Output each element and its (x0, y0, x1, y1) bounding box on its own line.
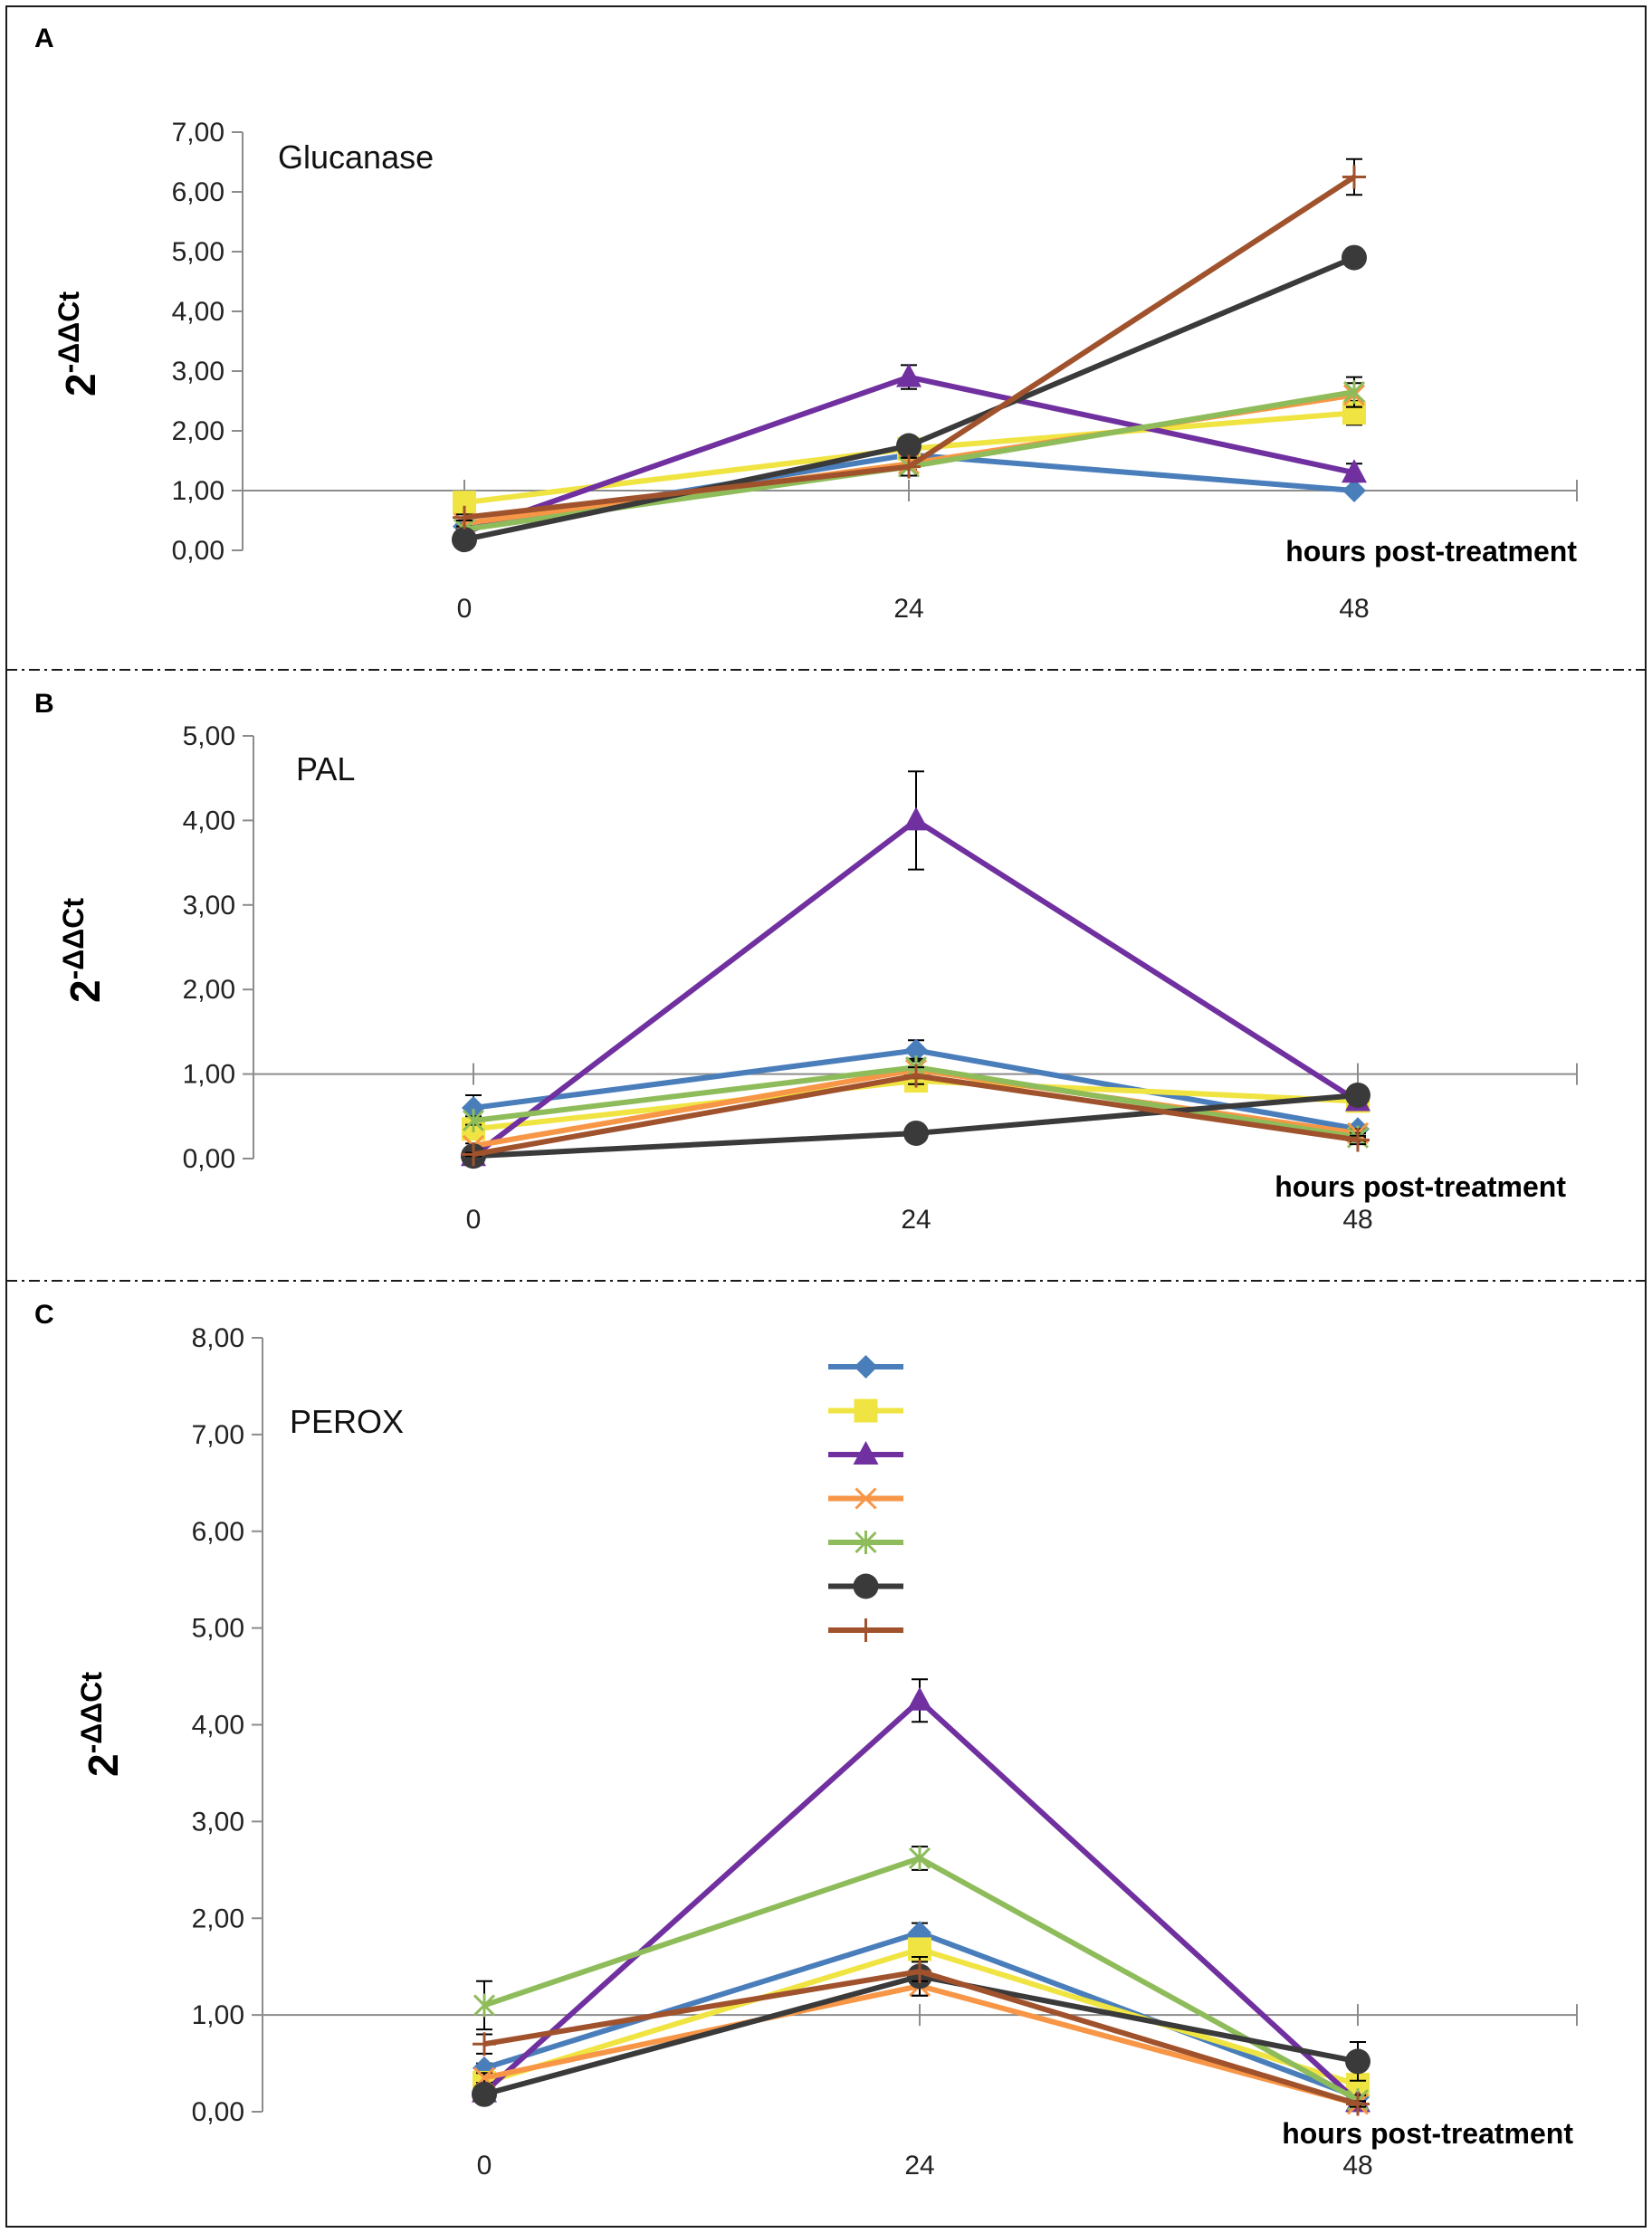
x-tick-label: 48 (1342, 2151, 1372, 2181)
y-tick-label: 7,00 (192, 1420, 244, 1450)
y-tick-label: 0,00 (172, 536, 224, 566)
y-tick-label: 4,00 (172, 297, 224, 327)
y-tick-label: 5,00 (192, 1614, 244, 1644)
data-point (1345, 1082, 1370, 1108)
data-point (1342, 479, 1366, 502)
series-7 (462, 1064, 1370, 1167)
x-axis-label: hours post-treatment (1275, 1170, 1566, 1203)
y-axis-label-superscript: -ΔΔCt (57, 898, 90, 980)
y-tick-label: 3,00 (183, 891, 235, 921)
y-tick-label: 2,00 (192, 1904, 244, 1933)
data-point (1346, 1128, 1370, 1152)
legend-marker (854, 1398, 878, 1423)
x-tick-label: 48 (1339, 594, 1369, 624)
y-tick-label: 3,00 (192, 1807, 244, 1837)
x-axis-label: hours post-treatment (1282, 2117, 1573, 2150)
y-axis-label-superscript: -ΔΔCt (75, 1672, 108, 1754)
legend (828, 1355, 903, 1642)
panel-letter: B (34, 689, 54, 719)
data-point (452, 527, 477, 553)
y-tick-label: 5,00 (183, 721, 235, 751)
y-axis-label: 2-ΔΔCt (53, 291, 104, 396)
y-tick-label: 3,00 (172, 357, 224, 386)
figure-border (5, 5, 1647, 2228)
panel-letter: A (34, 24, 54, 53)
y-tick-label: 6,00 (172, 177, 224, 207)
legend-marker (855, 1487, 877, 1510)
x-tick-label: 48 (1342, 1205, 1372, 1235)
data-point (462, 1142, 485, 1167)
y-axis-label-superscript: -ΔΔCt (53, 291, 85, 374)
y-axis-label: 2-ΔΔCt (75, 1672, 127, 1777)
data-point (453, 505, 476, 530)
x-axis-label: hours post-treatment (1285, 535, 1577, 568)
data-point (472, 2081, 497, 2107)
legend-marker (853, 1573, 879, 1599)
data-point (462, 1108, 485, 1132)
y-tick-label: 8,00 (192, 1323, 244, 1353)
chart-panel-a: A Glucanase 2-ΔΔCt 0,00 1,00 2,00 3,00 4,00 5,00… (34, 24, 1578, 624)
panels: AGlucanase2-ΔΔCt0,001,002,003,004,005,00… (34, 24, 1578, 2181)
chart-title: PAL (296, 750, 355, 787)
data-point (896, 363, 921, 387)
y-tick-label: 6,00 (192, 1517, 244, 1547)
data-point (907, 1686, 932, 1711)
chart-panel-c: C PEROX 2-ΔΔCt 0,00 1,00 2,00 3,00 4,00 5,00 6,00… (34, 1300, 1578, 2181)
y-axis-label-base: 2 (57, 373, 104, 396)
chart-panel-b: B PAL 2-ΔΔCt 0,00 1,00 2,00 3,00 4,00 5,00 0 24 48h… (34, 689, 1578, 1235)
data-point (1342, 165, 1366, 189)
series-6 (452, 244, 1367, 553)
y-tick-label: 0,00 (192, 2097, 244, 2127)
y-tick-label: 5,00 (172, 237, 224, 267)
y-tick-label: 1,00 (172, 476, 224, 506)
data-point (1342, 459, 1367, 483)
data-point (1345, 2048, 1370, 2075)
chart-title: PEROX (290, 1403, 404, 1440)
legend-marker (853, 1441, 879, 1465)
y-axis-label-base: 2 (62, 979, 109, 1003)
legend-marker (855, 1531, 877, 1554)
y-axis-label: 2-ΔΔCt (57, 898, 109, 1003)
y-axis-label-base: 2 (80, 1753, 127, 1777)
series-7 (453, 157, 1366, 530)
y-tick-label: 2,00 (172, 416, 224, 446)
legend-marker (854, 1618, 878, 1642)
data-point (908, 1960, 931, 1984)
x-tick-label: 24 (893, 594, 923, 624)
chart-title: Glucanase (278, 138, 434, 176)
data-point (1342, 244, 1367, 271)
x-tick-label: 0 (466, 1205, 482, 1235)
panel-letter: C (34, 1300, 54, 1330)
x-tick-label: 24 (901, 1205, 931, 1235)
x-tick-label: 24 (904, 2151, 934, 2181)
x-tick-label: 0 (477, 2151, 492, 2181)
data-point (904, 1038, 928, 1063)
y-tick-label: 2,00 (183, 975, 235, 1005)
y-tick-label: 0,00 (183, 1144, 235, 1174)
data-point (473, 2032, 496, 2056)
y-tick-label: 7,00 (172, 118, 224, 148)
data-point (1346, 2092, 1370, 2116)
data-point (903, 806, 929, 831)
y-tick-label: 4,00 (183, 806, 235, 835)
data-point (1342, 380, 1366, 405)
data-point (896, 433, 921, 459)
series-7 (473, 1960, 1370, 2116)
data-point (908, 1846, 931, 1870)
y-tick-label: 1,00 (183, 1060, 235, 1090)
data-point (473, 1993, 496, 2018)
y-tick-label: 1,00 (192, 2000, 244, 2030)
data-point (903, 1120, 929, 1146)
legend-marker (854, 1355, 878, 1379)
data-point (897, 454, 921, 479)
y-tick-label: 4,00 (192, 1711, 244, 1741)
data-point (904, 1064, 928, 1088)
x-tick-label: 0 (457, 594, 473, 624)
